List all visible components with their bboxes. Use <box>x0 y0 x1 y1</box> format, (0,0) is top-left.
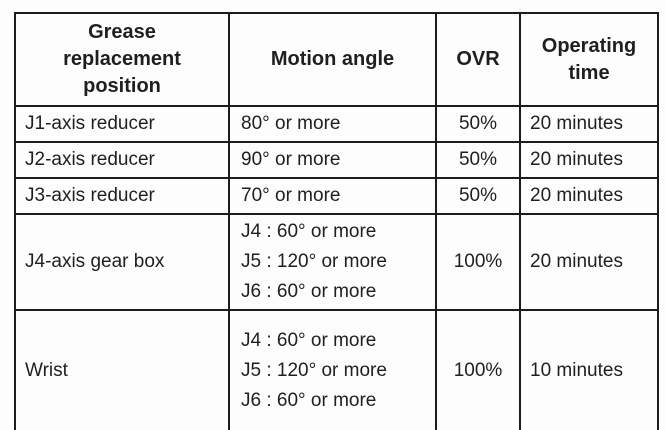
header-motion-angle: Motion angle <box>228 12 437 107</box>
cell-ovr: 100% <box>435 213 521 311</box>
cell-motion: J4 : 60° or more J5 : 120° or more J6 : … <box>228 213 437 311</box>
motion-line: J5 : 120° or more <box>241 360 387 381</box>
header-row: Grease replacement position Motion angle… <box>14 12 659 107</box>
cell-position: J3-axis reducer <box>14 177 230 215</box>
motion-line: 90° or more <box>241 149 341 170</box>
motion-line: 70° or more <box>241 185 341 206</box>
cell-ovr: 50% <box>435 105 521 143</box>
cell-position: J2-axis reducer <box>14 141 230 179</box>
header-operating-time: Operating time <box>519 12 659 107</box>
motion-line: 80° or more <box>241 113 341 134</box>
cell-motion: 80° or more <box>228 105 437 143</box>
cell-operating-time: 20 minutes <box>519 141 659 179</box>
cell-operating-time: 20 minutes <box>519 213 659 311</box>
motion-line: J4 : 60° or more <box>241 330 377 351</box>
cell-motion: 90° or more <box>228 141 437 179</box>
cell-position: J1-axis reducer <box>14 105 230 143</box>
motion-line: J6 : 60° or more <box>241 281 377 302</box>
table-row-j1: J1-axis reducer 80° or more 50% 20 minut… <box>14 105 659 143</box>
table-row-j2: J2-axis reducer 90° or more 50% 20 minut… <box>14 141 659 179</box>
cell-operating-time: 20 minutes <box>519 177 659 215</box>
header-ovr: OVR <box>435 12 521 107</box>
cell-ovr: 50% <box>435 141 521 179</box>
cell-motion: J4 : 60° or more J5 : 120° or more J6 : … <box>228 309 437 430</box>
table-row-j4-gearbox: J4-axis gear box J4 : 60° or more J5 : 1… <box>14 213 659 311</box>
cell-operating-time: 10 minutes <box>519 309 659 430</box>
cell-ovr: 100% <box>435 309 521 430</box>
motion-line: J5 : 120° or more <box>241 251 387 272</box>
table-row-wrist: Wrist J4 : 60° or more J5 : 120° or more… <box>14 309 659 430</box>
cell-ovr: 50% <box>435 177 521 215</box>
table-row-j3: J3-axis reducer 70° or more 50% 20 minut… <box>14 177 659 215</box>
header-position: Grease replacement position <box>14 12 230 107</box>
cell-position: J4-axis gear box <box>14 213 230 311</box>
cell-position: Wrist <box>14 309 230 430</box>
cell-motion: 70° or more <box>228 177 437 215</box>
grease-replacement-table: Grease replacement position Motion angle… <box>14 12 659 430</box>
motion-line: J6 : 60° or more <box>241 390 377 411</box>
cell-operating-time: 20 minutes <box>519 105 659 143</box>
motion-line: J4 : 60° or more <box>241 221 377 242</box>
